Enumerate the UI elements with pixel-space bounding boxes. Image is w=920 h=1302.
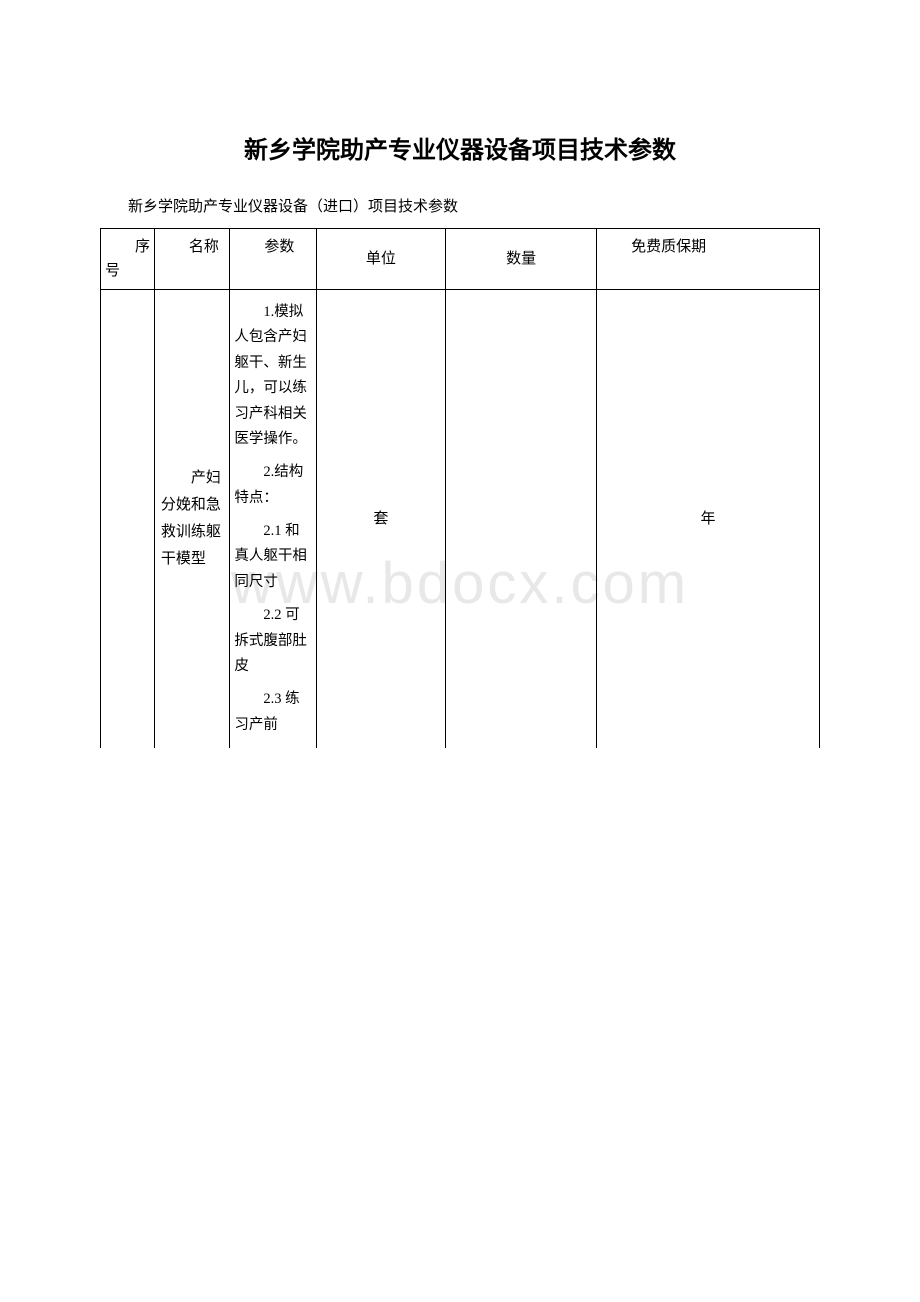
col-header-unit: 单位 xyxy=(316,229,445,290)
col-header-param: 参数 xyxy=(230,229,316,290)
table-row: 产妇分娩和急救训练躯干模型 1.模拟人包含产妇躯干、新生儿，可以练习产科相关医学… xyxy=(101,290,820,749)
param-line-3: 2.1 和真人躯干相同尺寸 xyxy=(234,519,311,595)
param-line-1: 1.模拟人包含产妇躯干、新生儿，可以练习产科相关医学操作。 xyxy=(234,300,311,452)
table-header-row: 序号 名称 参数 单位 数量 免费质保期 xyxy=(101,229,820,290)
spec-table: 序号 名称 参数 单位 数量 免费质保期 产妇分娩和急救训练躯干模型 1.模拟人… xyxy=(100,228,820,748)
col-header-name: 名称 xyxy=(154,229,229,290)
col-header-seq: 序号 xyxy=(101,229,155,290)
cell-param: 1.模拟人包含产妇躯干、新生儿，可以练习产科相关医学操作。 2.结构特点： 2.… xyxy=(230,290,316,749)
cell-name: 产妇分娩和急救训练躯干模型 xyxy=(154,290,229,749)
cell-qty xyxy=(446,290,597,749)
document-title: 新乡学院助产专业仪器设备项目技术参数 xyxy=(100,130,820,165)
param-line-2: 2.结构特点： xyxy=(234,460,311,511)
col-header-warranty: 免费质保期 xyxy=(597,229,820,290)
col-header-qty: 数量 xyxy=(446,229,597,290)
cell-unit: 套 xyxy=(316,290,445,749)
param-line-5: 2.3 练习产前 xyxy=(234,687,311,738)
cell-warranty: 年 xyxy=(597,290,820,749)
cell-seq xyxy=(101,290,155,749)
param-line-4: 2.2 可拆式腹部肚皮 xyxy=(234,603,311,679)
document-subtitle: 新乡学院助产专业仪器设备（进口）项目技术参数 xyxy=(100,195,820,216)
